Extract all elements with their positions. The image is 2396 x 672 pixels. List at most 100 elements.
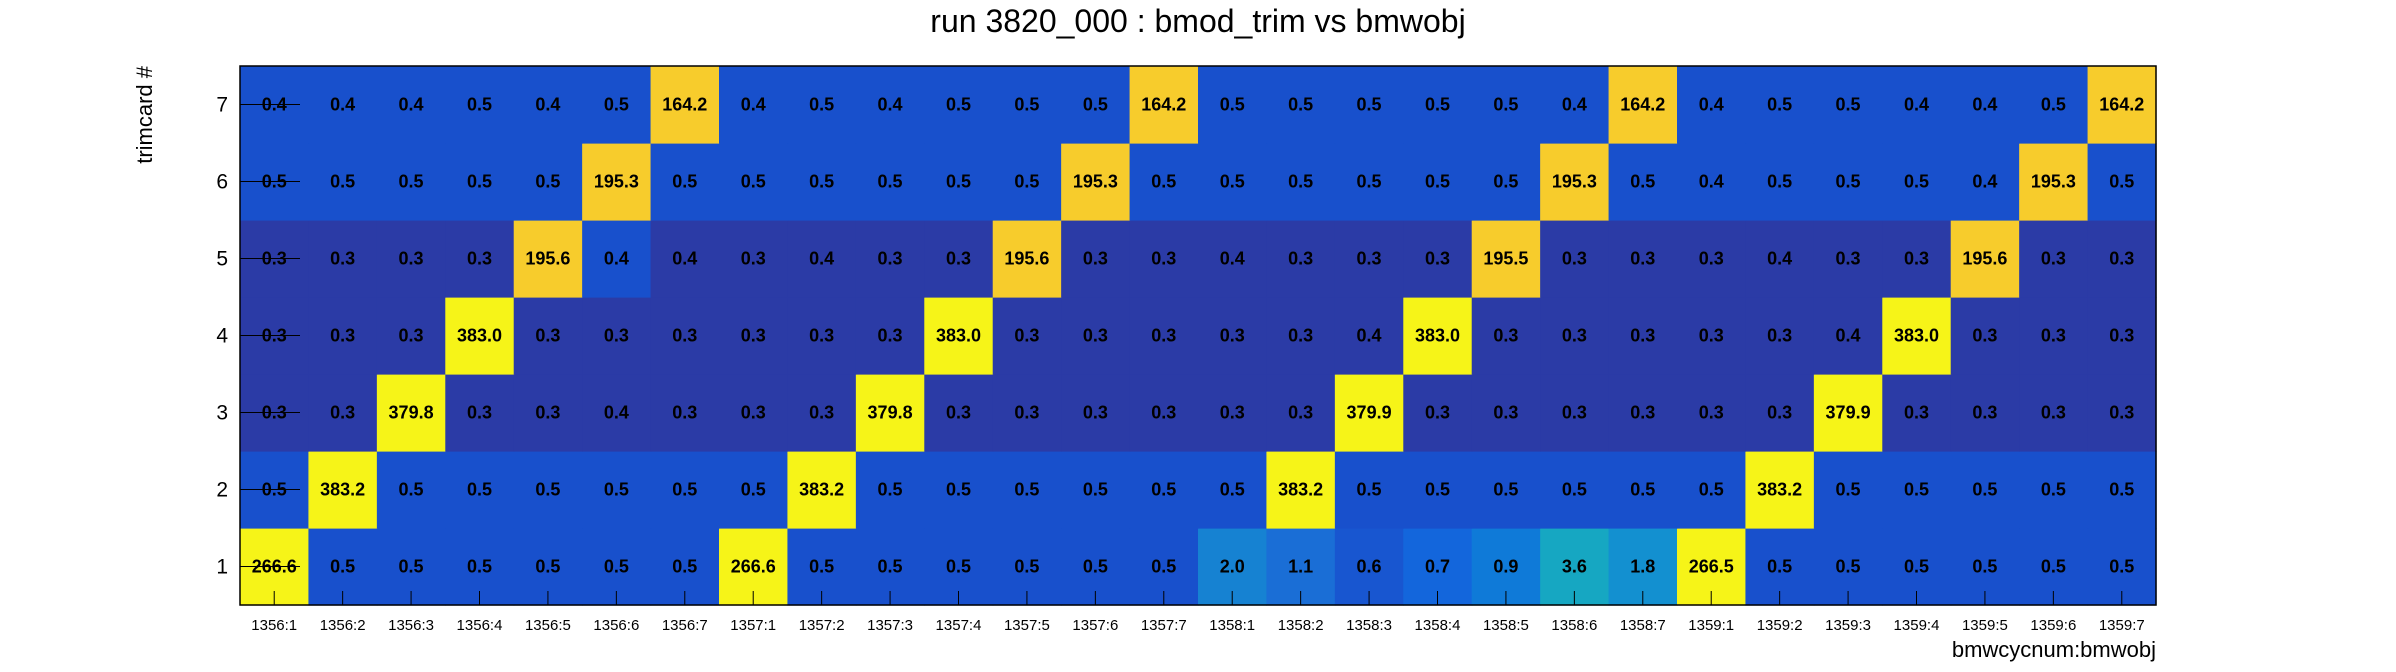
heatmap-cell [1403,143,1473,221]
y-tick-label: 5 [216,248,228,271]
heatmap-cell [445,66,515,144]
x-tick-label: 1359:1 [1688,617,1734,634]
x-tick-label: 1358:1 [1209,617,1255,634]
cell-value-label: 379.9 [1826,403,1871,423]
heatmap-cell [376,220,446,298]
heatmap-cell [650,374,720,452]
x-tick-label: 1357:2 [799,617,845,634]
heatmap-cell [992,297,1062,375]
cell-value-label: 0.5 [878,557,903,577]
cell-value-label: 164.2 [1620,95,1665,115]
cell-value-label: 0.4 [1904,95,1929,115]
cell-value-label: 0.3 [1288,326,1313,346]
cell-value-label: 0.5 [1425,95,1450,115]
heatmap-cell [376,297,446,375]
heatmap-cell [1882,66,1952,144]
x-tick-label: 1359:6 [2030,617,2076,634]
heatmap-cells [240,66,2157,606]
cell-value-label: 3.6 [1562,557,1587,577]
cell-value-label: 0.5 [1425,480,1450,500]
heatmap-cell [1403,220,1473,298]
heatmap-cell [1813,297,1883,375]
cell-value-label: 164.2 [662,95,707,115]
heatmap-cell [2087,374,2157,452]
cell-value-label: 0.5 [1630,172,1655,192]
x-tick-label: 1359:4 [1894,617,1940,634]
heatmap-cell [1061,451,1131,529]
cell-value-label: 0.3 [535,326,560,346]
heatmap-cell [308,374,378,452]
x-tick-label: 1358:3 [1346,617,1392,634]
cell-value-label: 0.5 [1767,95,1792,115]
heatmap-cell [2087,66,2157,144]
cell-value-label: 0.5 [1836,95,1861,115]
cell-value-label: 0.5 [672,480,697,500]
cell-value-label: 0.3 [1836,249,1861,269]
cell-value-label: 0.5 [1151,172,1176,192]
cell-value-label: 195.6 [525,249,570,269]
y-tick-label: 2 [216,479,228,502]
heatmap-cell [513,451,583,529]
heatmap-cell [1198,66,1268,144]
x-tick-label: 1359:2 [1757,617,1803,634]
cell-value-label: 0.5 [1357,480,1382,500]
x-tick-label: 1357:5 [1004,617,1050,634]
heatmap-cell [855,220,925,298]
cell-value-label: 0.5 [672,557,697,577]
heatmap-cell [1334,451,1404,529]
cell-value-label: 379.8 [868,403,913,423]
cell-value-label: 2.0 [1220,557,1245,577]
heatmap-cell [308,66,378,144]
cell-value-label: 0.5 [399,480,424,500]
cell-value-label: 0.5 [1562,480,1587,500]
heatmap-cell [2019,451,2089,529]
heatmap-cell [924,451,994,529]
cell-value-label: 0.3 [2109,326,2134,346]
heatmap-cell [1677,220,1747,298]
heatmap-cell [1882,451,1952,529]
cell-value-label: 0.3 [1562,403,1587,423]
heatmap-cell [1129,297,1199,375]
heatmap-cell [1540,66,1610,144]
cell-value-label: 0.3 [672,403,697,423]
heatmap-cell [855,451,925,529]
heatmap-cell [787,66,857,144]
cell-value-label: 0.5 [1288,95,1313,115]
heatmap-cell [787,451,857,529]
heatmap-cell [1198,143,1268,221]
heatmap-cell [1745,220,1815,298]
heatmap-cell [2019,374,2089,452]
heatmap-cell [992,220,1062,298]
heatmap-cell [582,66,652,144]
heatmap-cell [1266,297,1336,375]
cell-value-label: 0.5 [946,557,971,577]
x-tick-label: 1356:7 [662,617,708,634]
x-axis-title: bmwcycnum:bmwobj [1952,637,2156,662]
cell-value-label: 383.2 [1757,480,1802,500]
heatmap-cell [1677,451,1747,529]
heatmap-cell [1198,297,1268,375]
heatmap-cell [2087,143,2157,221]
cell-value-label: 0.4 [604,249,629,269]
heatmap-cell [1266,451,1336,529]
y-tick-label: 3 [216,402,228,425]
cell-value-label: 0.5 [2041,95,2066,115]
x-tick-label: 1358:2 [1278,617,1324,634]
heatmap-cell [1745,451,1815,529]
cell-value-label: 0.3 [535,403,560,423]
cell-value-label: 0.5 [1425,172,1450,192]
heatmap-cell [924,297,994,375]
cell-value-label: 0.3 [1425,403,1450,423]
cell-value-label: 0.5 [741,480,766,500]
heatmap-cell [308,143,378,221]
x-tick-label: 1356:5 [525,617,571,634]
cell-value-label: 0.4 [1357,326,1382,346]
heatmap-cell [1403,451,1473,529]
cell-value-label: 0.5 [1836,172,1861,192]
cell-value-label: 0.3 [1357,249,1382,269]
heatmap-cell [719,451,789,529]
cell-value-label: 0.3 [878,249,903,269]
x-tick-label: 1358:5 [1483,617,1529,634]
cell-value-label: 0.5 [1836,557,1861,577]
heatmap-cell [719,297,789,375]
